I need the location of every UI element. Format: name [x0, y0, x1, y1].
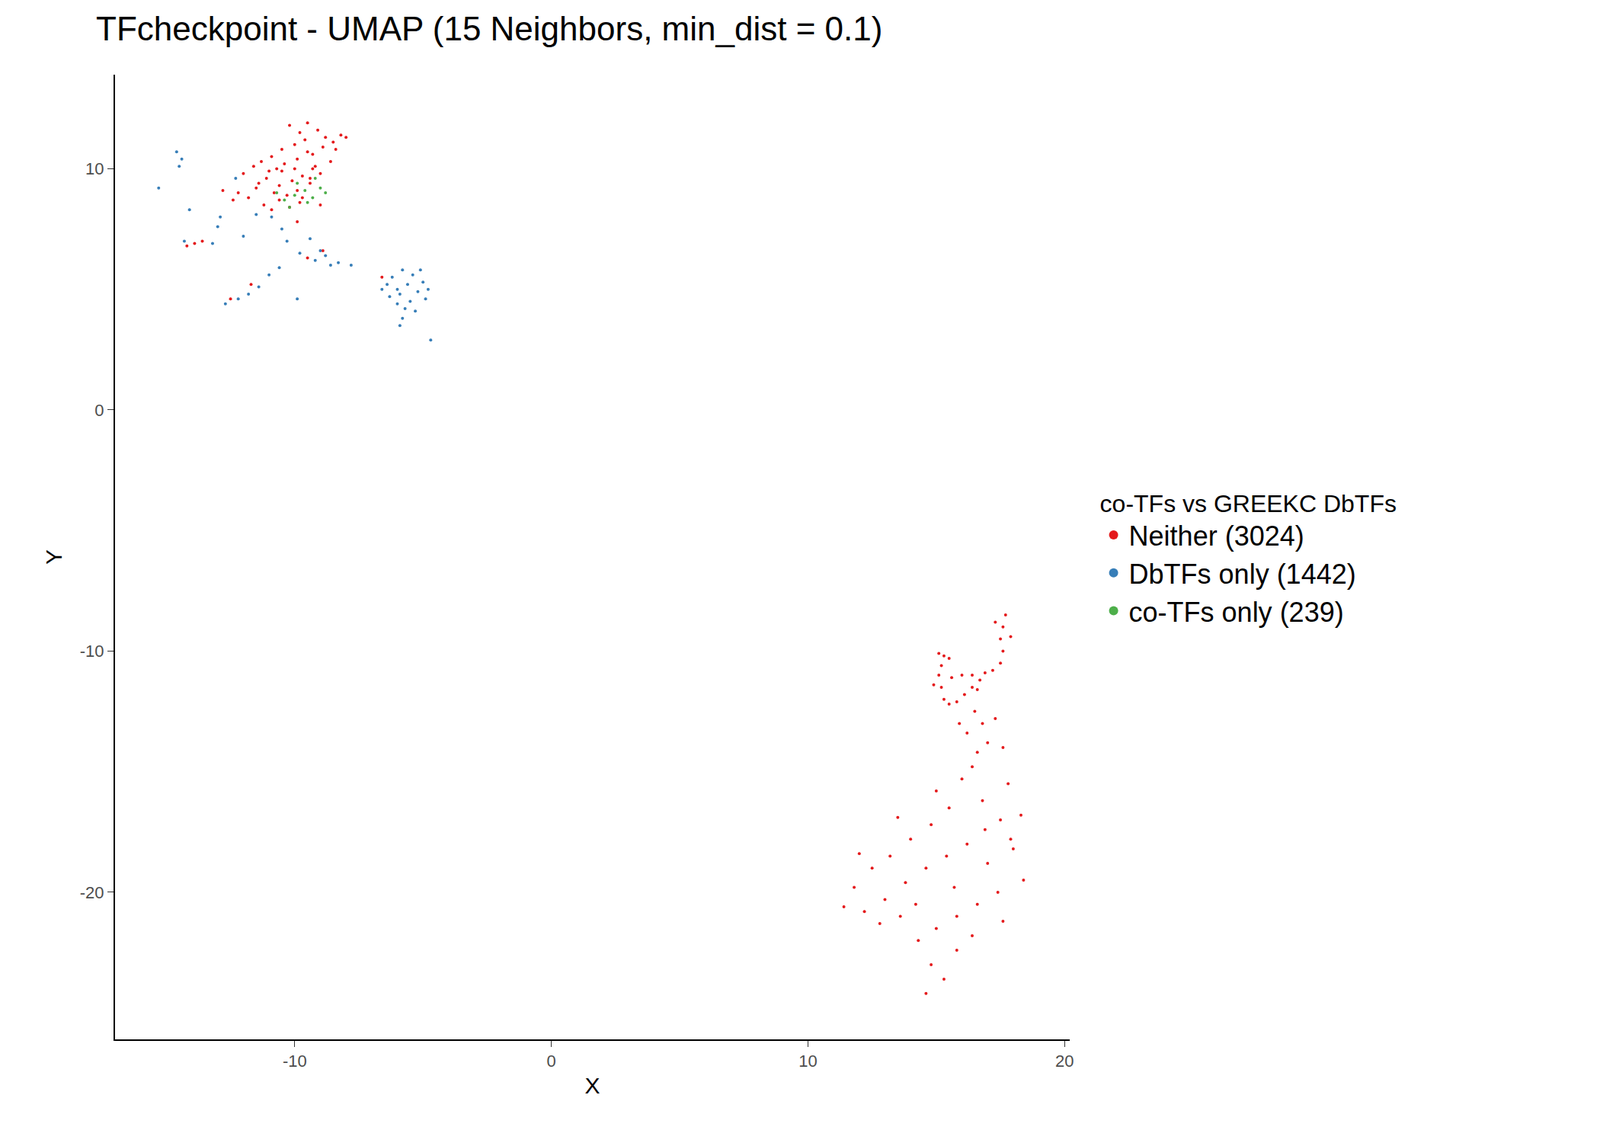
svg-text:10: 10	[798, 1051, 817, 1071]
svg-text:0: 0	[546, 1051, 556, 1071]
svg-text:10: 10	[85, 159, 104, 179]
svg-text:-20: -20	[80, 883, 105, 903]
svg-text:Y: Y	[41, 549, 67, 565]
svg-text:co-TFs only (239): co-TFs only (239)	[1129, 596, 1344, 628]
svg-text:Neither (3024): Neither (3024)	[1129, 520, 1305, 552]
svg-text:TFcheckpoint - UMAP (15 Neighb: TFcheckpoint - UMAP (15 Neighbors, min_d…	[96, 9, 883, 48]
svg-text:DbTFs only (1442): DbTFs only (1442)	[1129, 558, 1357, 590]
svg-text:-10: -10	[80, 641, 105, 661]
svg-text:0: 0	[94, 400, 104, 420]
svg-text:X: X	[584, 1072, 600, 1098]
svg-text:-10: -10	[282, 1051, 308, 1071]
svg-text:20: 20	[1055, 1051, 1074, 1071]
svg-text:co-TFs vs GREEKC DbTFs: co-TFs vs GREEKC DbTFs	[1100, 489, 1397, 518]
